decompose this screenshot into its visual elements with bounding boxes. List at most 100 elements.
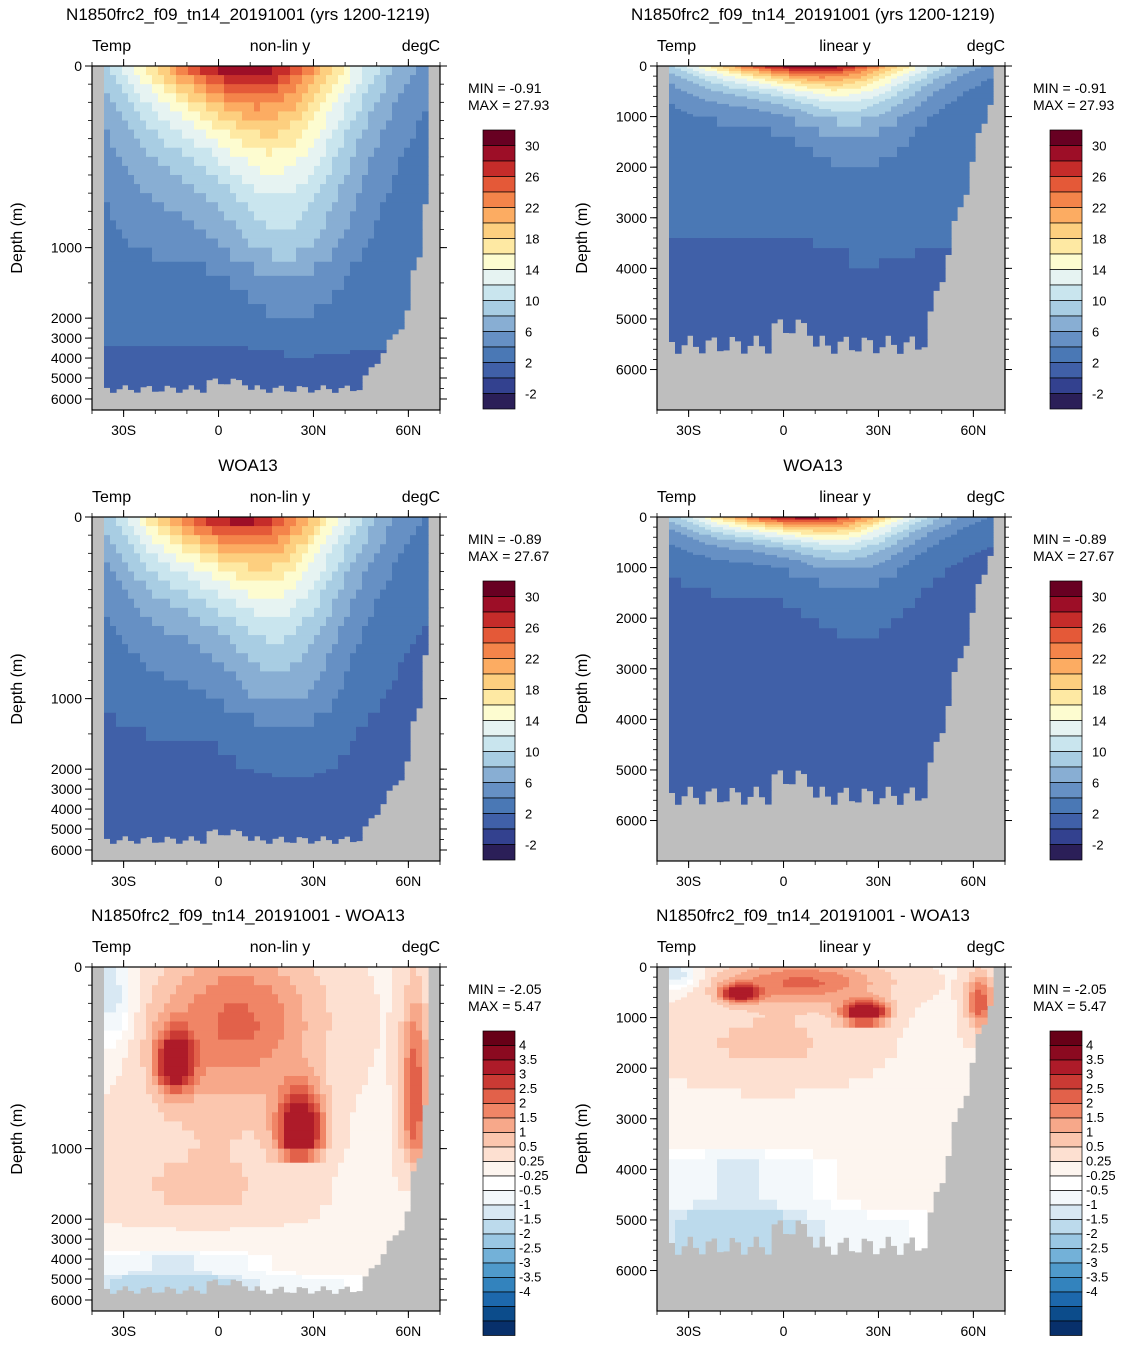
contour-cell [717, 106, 724, 110]
contour-cell [681, 109, 688, 113]
contour-cell [753, 83, 760, 87]
contour-cell [104, 93, 111, 103]
contour-cell [110, 147, 117, 158]
contour-cell [344, 75, 351, 85]
contour-cell [230, 165, 237, 176]
contour-cell [344, 156, 351, 167]
contour-cell [741, 101, 748, 105]
contour-cell [272, 211, 279, 221]
contour-cell [272, 120, 279, 131]
contour-cell [945, 217, 952, 229]
contour-cell [921, 238, 928, 249]
contour-cell [819, 318, 826, 330]
contour-cell [368, 354, 375, 359]
contour-cell [753, 318, 760, 330]
contour-cell [134, 202, 141, 212]
contour-cell [963, 116, 970, 128]
contour-cell [765, 114, 772, 118]
contour-cell [248, 66, 255, 76]
contour-cell [320, 342, 327, 347]
contour-cell [801, 146, 808, 158]
contour-cell [675, 73, 682, 77]
contour-cell [140, 726, 147, 742]
contour-cell [320, 334, 327, 339]
contour-cell [134, 653, 141, 663]
contour-cell [729, 258, 736, 269]
contour-cell [789, 238, 796, 249]
contour-cell [266, 247, 273, 263]
contour-cell [314, 354, 321, 359]
contour-cell [687, 308, 694, 320]
contour-cell [957, 167, 964, 178]
contour-cell [795, 116, 802, 128]
contour-cell [134, 75, 141, 85]
contour-cell [825, 66, 832, 70]
contour-cell [867, 114, 874, 118]
contour-cell [230, 338, 237, 343]
contour-cell [308, 184, 315, 194]
contour-cell [368, 362, 375, 367]
contour-cell [969, 101, 976, 105]
contour-cell [783, 106, 790, 110]
contour-cell [338, 386, 345, 389]
contour-cell [374, 289, 381, 305]
contour-cell [939, 101, 946, 105]
contour-cell [945, 197, 952, 209]
contour-cell [368, 366, 375, 368]
contour-cell [927, 136, 934, 148]
contour-cell [128, 138, 135, 149]
contour-cell [879, 83, 886, 87]
contour-cell [837, 103, 844, 108]
contour-cell [368, 193, 375, 203]
contour-cell [302, 322, 309, 327]
contour-cell [795, 81, 802, 85]
contour-cell [861, 66, 868, 70]
contour-cell [266, 362, 273, 367]
contour-cell [723, 71, 730, 75]
contour-cell [903, 114, 910, 118]
contour-cell [861, 101, 868, 105]
contour-cell [152, 755, 159, 770]
contour-cell [212, 120, 219, 131]
contour-cell [320, 338, 327, 343]
contour-cell [122, 111, 129, 122]
contour-cell [909, 238, 916, 249]
contour-cell [795, 217, 802, 229]
contour-cell [885, 109, 892, 113]
contour-cell [921, 207, 928, 219]
contour-cell [789, 308, 796, 320]
contour-cell [717, 349, 724, 352]
contour-cell [669, 146, 676, 158]
contour-cell [843, 68, 850, 72]
contour-cell [248, 165, 255, 176]
contour-cell [218, 334, 225, 339]
contour-cell [891, 106, 898, 110]
contour-cell [903, 109, 910, 113]
contour-cell [699, 268, 706, 280]
contour-cell [410, 66, 417, 76]
contour-cell [188, 366, 195, 371]
contour-cell [753, 238, 760, 249]
contour-cell [891, 116, 898, 128]
contour-cell [356, 111, 363, 122]
contour-cell [134, 261, 141, 277]
contour-cell [368, 129, 375, 140]
contour-cell [320, 93, 327, 103]
contour-cell [146, 553, 153, 564]
contour-cell [801, 318, 808, 324]
contour-cell [927, 91, 934, 95]
contour-cell [717, 101, 724, 105]
contour-cell [254, 138, 261, 149]
contour-cell [272, 202, 279, 212]
contour-cell [260, 84, 267, 94]
contour-cell [236, 75, 243, 85]
contour-cell [116, 147, 123, 158]
contour-cell [338, 362, 345, 367]
contour-cell [176, 304, 183, 319]
contour-cell [140, 174, 147, 185]
contour-cell [747, 126, 754, 138]
contour-cell [152, 544, 159, 554]
contour-cell [422, 202, 429, 205]
contour-cell [717, 177, 724, 189]
